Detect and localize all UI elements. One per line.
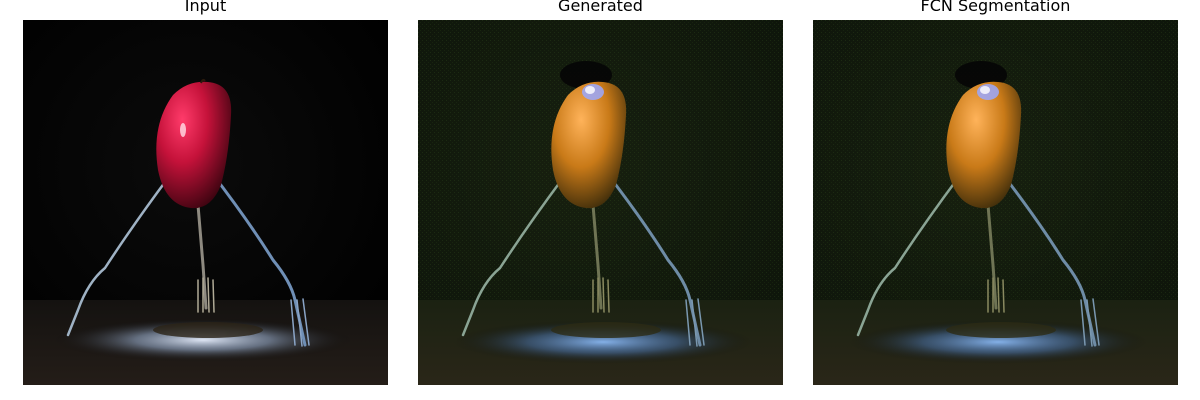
input-image — [23, 20, 388, 385]
panel-generated: Generated — [418, 0, 783, 400]
panel-title-fcn-segmentation: FCN Segmentation — [920, 0, 1071, 15]
fcn-segmentation-image — [813, 20, 1178, 385]
panel-title-input: Input — [184, 0, 227, 15]
panel-title-generated: Generated — [558, 0, 643, 15]
panel-input: Input — [23, 0, 388, 400]
panel-fcn-segmentation: FCN Segmentation — [813, 0, 1178, 400]
generated-image — [418, 20, 783, 385]
